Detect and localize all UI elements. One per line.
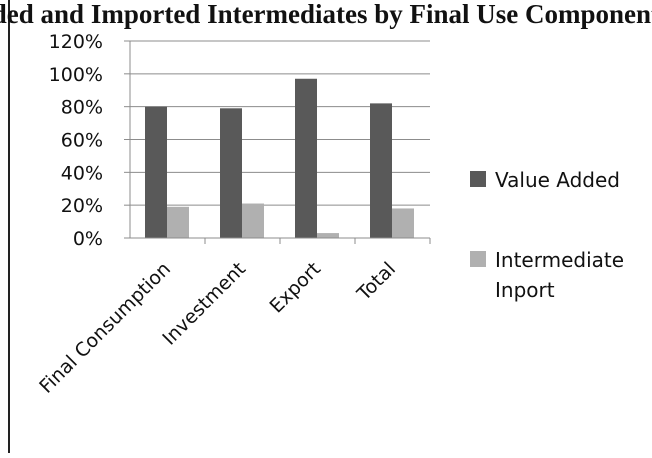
y-tick-label: 120%	[49, 31, 103, 53]
y-tick-label: 40%	[61, 162, 103, 184]
legend-swatch	[470, 251, 486, 267]
bar-intermediate-inport	[167, 206, 189, 238]
category-label: Total	[352, 258, 400, 306]
y-tick-label: 0%	[73, 228, 103, 250]
bar-value-added	[220, 108, 242, 238]
y-axis-ticks: 0% 20% 40% 60% 80% 100% 120%	[49, 31, 103, 250]
gridlines	[130, 40, 430, 206]
bar-intermediate-inport	[392, 208, 414, 238]
category-label: Export	[265, 258, 325, 318]
bar-value-added	[295, 78, 317, 238]
y-tick-label: 100%	[49, 64, 103, 86]
category-label: Final Consumption	[35, 258, 175, 398]
legend-swatch	[470, 171, 486, 187]
bar-intermediate-inport	[317, 233, 339, 238]
legend-label: Value Added	[495, 168, 620, 192]
bars	[145, 78, 414, 239]
axes	[124, 40, 431, 244]
bar-intermediate-inport	[242, 203, 264, 238]
legend: Value Added Intermediate Inport	[470, 168, 624, 302]
bar-value-added	[145, 106, 167, 239]
chart-title: ue Added and Imported Intermediates by F…	[0, 0, 652, 29]
y-tick-label: 60%	[61, 130, 103, 152]
legend-label: Intermediate Inport	[495, 248, 624, 302]
y-tick-label: 20%	[61, 195, 103, 217]
bar-value-added	[370, 103, 392, 238]
y-tick-label: 80%	[61, 97, 103, 119]
